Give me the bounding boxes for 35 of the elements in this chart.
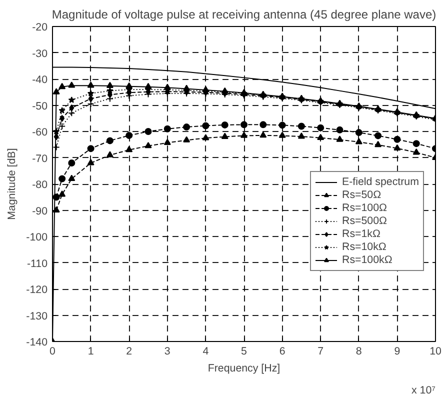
x-tick-label: 1	[88, 346, 94, 358]
y-tick-label: -80	[32, 179, 48, 191]
text: x 10⁷	[412, 384, 436, 396]
x-tick-label: 6	[279, 346, 286, 358]
y-tick-label: -50	[32, 100, 48, 112]
x-tick-label: 4	[202, 346, 209, 358]
x-axis-title: Frequency [Hz]	[208, 362, 280, 374]
y-tick-label: -60	[32, 126, 48, 138]
legend-label: Rs=1kΩ	[342, 228, 380, 240]
y-tick-label: -20	[32, 22, 48, 34]
x-tick-label: 9	[394, 346, 400, 358]
x-tick-label: 7	[318, 346, 324, 358]
x-tick-label: 2	[126, 346, 132, 358]
legend-label: Rs=100kΩ	[342, 254, 392, 266]
x-tick-label: 8	[356, 346, 362, 358]
x-tick-label: 10	[430, 346, 442, 358]
y-tick-label: -130	[26, 310, 48, 322]
y-axis-title: Magnitude [dB]	[6, 148, 18, 220]
y-tick-label: -30	[32, 48, 48, 60]
legend-label: E-field spectrum	[342, 176, 419, 188]
x-tick-label: 3	[164, 346, 170, 358]
x-tick-label: 0	[50, 346, 56, 358]
y-tick-label: -110	[26, 258, 48, 270]
legend-label: Rs=50Ω	[342, 189, 382, 201]
y-tick-label: -100	[26, 232, 48, 244]
legend-label: Rs=100Ω	[342, 202, 387, 214]
chart-title: Magnitude of voltage pulse at receiving antenna (45 degree plane wave)	[52, 8, 436, 22]
y-tick-label: -120	[26, 284, 48, 296]
y-tick-label: -70	[32, 152, 48, 165]
y-tick-label: -40	[32, 74, 48, 86]
legend-label: Rs=500Ω	[342, 215, 387, 227]
y-tick-label: -90	[32, 205, 48, 218]
x-tick-label: 5	[241, 346, 248, 358]
legend-label: Rs=10kΩ	[342, 241, 386, 253]
y-tick-label: -140	[26, 336, 48, 348]
